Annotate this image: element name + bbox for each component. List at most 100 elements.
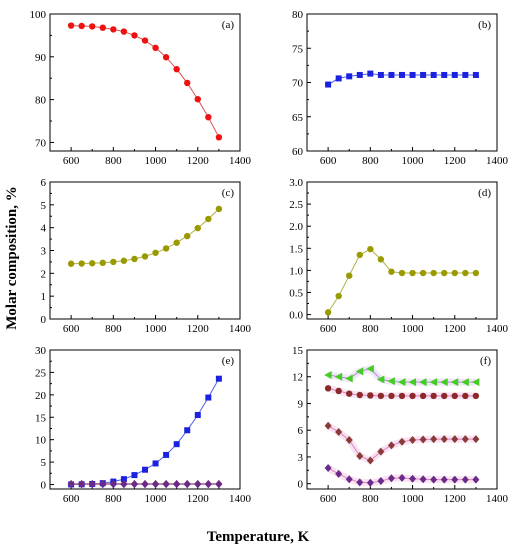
data-point — [324, 385, 332, 392]
y-tick-label: 2 — [41, 268, 47, 280]
data-point — [120, 28, 128, 35]
data-point — [184, 79, 191, 87]
data-point — [324, 421, 332, 430]
data-point — [194, 480, 202, 489]
data-point — [409, 474, 417, 483]
x-tick-label: 800 — [362, 493, 379, 505]
x-tick-label: 1000 — [402, 493, 425, 505]
data-point — [367, 70, 374, 77]
plot-frame — [306, 13, 498, 152]
data-point — [88, 480, 96, 489]
data-point — [205, 394, 212, 401]
y-tick-label: 1.5 — [289, 243, 303, 255]
data-point — [398, 269, 406, 277]
data-point — [345, 374, 353, 383]
data-point — [461, 435, 469, 444]
data-point — [141, 253, 149, 260]
data-point — [387, 441, 395, 450]
y-tick-label: 65 — [292, 112, 304, 124]
data-point — [335, 469, 343, 478]
data-point — [142, 466, 148, 473]
y-tick-label: 4 — [41, 223, 47, 235]
x-tick-label: 800 — [105, 323, 122, 335]
data-point — [419, 269, 427, 277]
data-point — [335, 75, 342, 82]
y-tick-label: 0.5 — [289, 287, 303, 299]
data-point — [194, 224, 201, 232]
plot-frame — [306, 349, 498, 490]
data-point — [120, 480, 128, 489]
data-point — [409, 392, 416, 400]
data-point — [141, 37, 149, 44]
y-tick-label: 15 — [35, 412, 47, 424]
data-point — [462, 71, 469, 78]
y-tick-label: 6 — [41, 177, 47, 189]
data-point — [451, 392, 458, 400]
data-point — [131, 472, 138, 479]
data-point — [409, 435, 417, 444]
y-tick-label: 0 — [41, 480, 47, 492]
data-point — [440, 378, 448, 387]
x-tick-label: 800 — [362, 323, 379, 335]
data-point — [120, 476, 127, 483]
x-tick-label: 600 — [320, 493, 337, 505]
x-tick-label: 800 — [105, 155, 122, 167]
data-point — [376, 375, 385, 384]
y-tick-label: 5 — [41, 457, 47, 469]
data-point — [78, 480, 86, 489]
data-point — [356, 452, 364, 461]
data-point — [356, 251, 363, 259]
x-tick-label: 1200 — [444, 155, 467, 167]
y-tick-label: 100 — [30, 9, 47, 21]
data-point — [335, 387, 342, 395]
x-tick-label: 1000 — [145, 493, 168, 505]
y-tick-label: 2.0 — [289, 221, 303, 233]
data-point — [345, 435, 353, 444]
data-point — [356, 71, 363, 78]
data-point — [366, 456, 374, 465]
x-tick-label: 1000 — [402, 155, 425, 167]
data-point — [89, 23, 96, 30]
x-tick-label: 600 — [63, 493, 80, 505]
data-point — [462, 392, 469, 400]
x-tick-label: 600 — [63, 155, 80, 167]
data-point — [173, 480, 181, 489]
panel-d: 600 800 1000 1200 1400 0.0 0.5 1.0 1.5 2.0 2.5 3.0 (… — [289, 177, 508, 335]
data-point — [152, 249, 159, 256]
data-point — [399, 71, 405, 78]
data-point — [110, 26, 117, 33]
x-tick-label: 1200 — [187, 493, 210, 505]
data-point — [109, 480, 117, 489]
data-point — [419, 475, 427, 484]
data-point — [215, 205, 223, 213]
data-point — [346, 272, 353, 279]
y-tick-label: 1 — [41, 291, 47, 303]
x-tick-label: 600 — [320, 155, 337, 167]
x-tick-label: 1400 — [486, 155, 509, 167]
data-point — [215, 375, 222, 382]
data-point — [67, 22, 75, 29]
panel-b: 600 800 1000 1200 1400 60 65 70 75 80 (b) — [292, 9, 509, 167]
x-axis-label: Temperature, K — [207, 529, 310, 545]
data-point — [130, 480, 138, 489]
data-point — [408, 378, 417, 387]
data-point — [409, 71, 416, 78]
data-point — [346, 73, 353, 80]
data-point — [451, 71, 458, 78]
data-point — [194, 412, 201, 419]
data-point — [430, 71, 437, 78]
panel-label: (c) — [222, 187, 235, 199]
y-tick-label: 90 — [35, 52, 47, 64]
data-point — [472, 435, 480, 444]
x-tick-label: 1400 — [229, 155, 252, 167]
y-tick-label: 70 — [292, 78, 304, 90]
data-point — [152, 44, 159, 52]
x-tick-label: 1200 — [187, 155, 210, 167]
data-point — [450, 378, 459, 387]
data-point — [398, 437, 406, 446]
data-point — [99, 24, 106, 31]
plot-frame — [49, 349, 241, 490]
data-point — [472, 71, 479, 78]
data-point — [440, 475, 448, 484]
y-tick-label: 5 — [41, 200, 47, 212]
